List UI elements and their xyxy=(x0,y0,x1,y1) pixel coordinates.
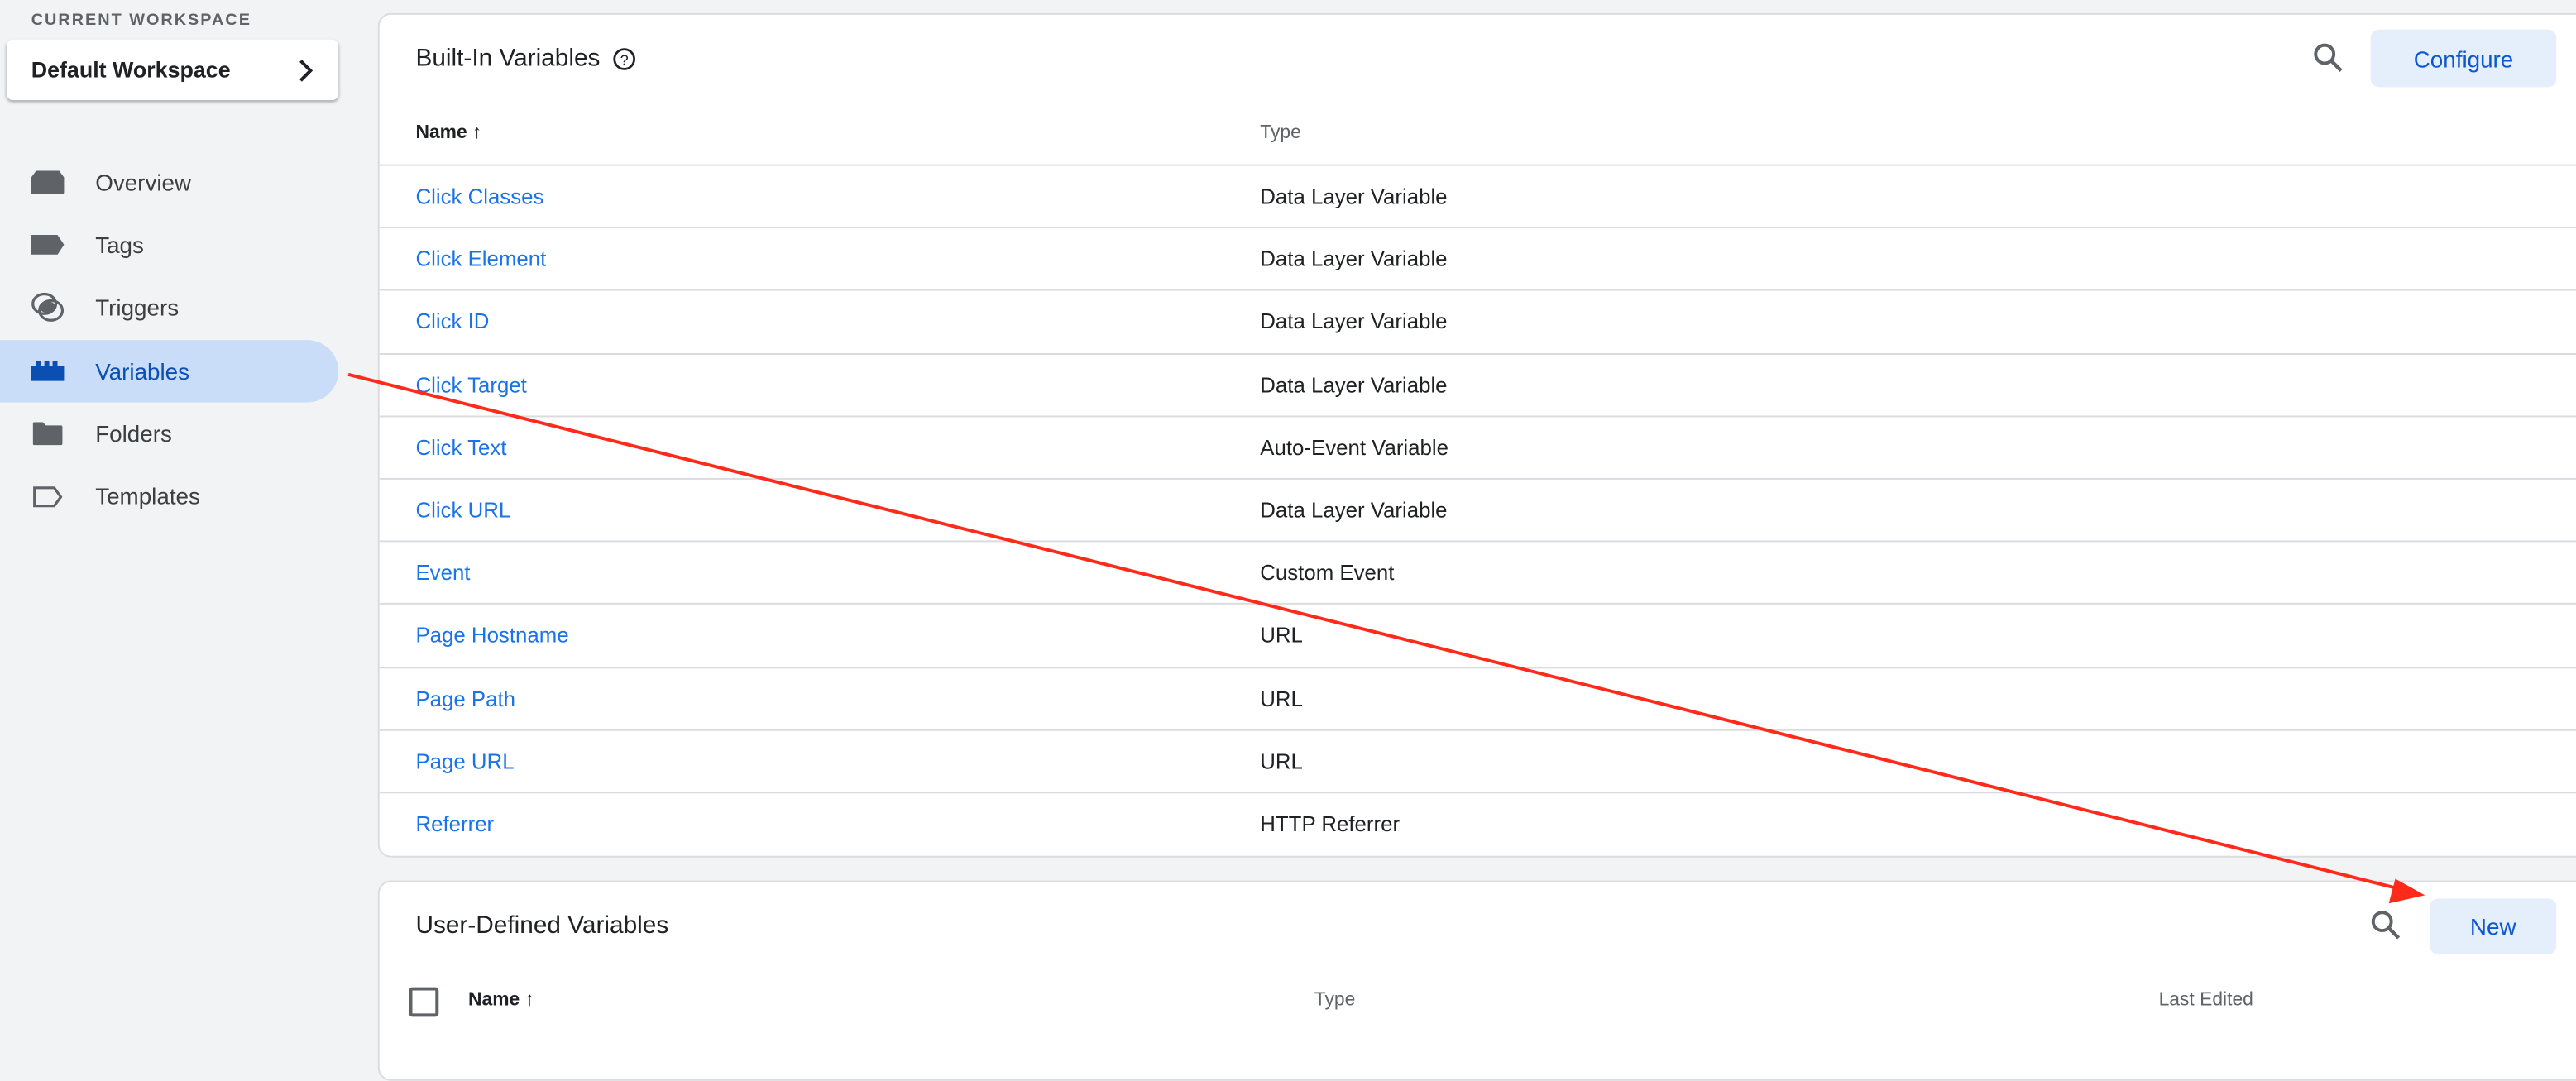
trigger-icon xyxy=(31,292,65,322)
workspace-name: Default Workspace xyxy=(31,57,231,83)
table-row[interactable]: Click Target Data Layer Variable xyxy=(379,352,2576,416)
variables-icon xyxy=(31,358,65,385)
variable-type: Data Layer Variable xyxy=(1260,246,1448,272)
variable-name-link[interactable]: Click Target xyxy=(415,372,527,397)
configure-button[interactable]: Configure xyxy=(2370,29,2557,88)
variable-name-link[interactable]: Click Element xyxy=(415,246,547,272)
tag-icon xyxy=(31,232,65,258)
variable-type: URL xyxy=(1260,749,1303,774)
sidebar-item-label: Overview xyxy=(95,169,192,196)
variable-name-link[interactable]: Click Text xyxy=(415,434,507,460)
variable-type: Data Layer Variable xyxy=(1260,372,1448,397)
variable-name-link[interactable]: Page Path xyxy=(415,686,516,711)
overview-icon xyxy=(31,170,65,196)
variable-name-link[interactable]: Click ID xyxy=(415,309,490,334)
variable-name-link[interactable]: Event xyxy=(415,560,471,586)
sidebar: CURRENT WORKSPACE Default Workspace Over… xyxy=(0,0,375,1025)
sidebar-item-tags[interactable]: Tags xyxy=(0,213,338,275)
table-row[interactable]: Click Text Auto-Event Variable xyxy=(379,415,2576,479)
variable-type: Auto-Event Variable xyxy=(1260,434,1449,460)
template-icon xyxy=(31,483,65,509)
sidebar-item-folders[interactable]: Folders xyxy=(0,403,338,465)
sidebar-item-label: Tags xyxy=(95,232,144,258)
help-icon[interactable]: ? xyxy=(613,47,636,70)
table-row[interactable]: Click ID Data Layer Variable xyxy=(379,289,2576,353)
card-title: Built-In Variables xyxy=(415,44,601,73)
table-row[interactable]: Event Custom Event xyxy=(379,540,2576,605)
variable-type: HTTP Referrer xyxy=(1260,811,1401,836)
chevron-right-icon xyxy=(299,59,314,81)
sort-ascending-icon: ↑ xyxy=(472,122,482,143)
variable-name-link[interactable]: Page Hostname xyxy=(415,623,569,648)
folder-icon xyxy=(31,420,65,447)
sidebar-item-label: Variables xyxy=(95,357,190,385)
column-header-name[interactable]: Name ↑ xyxy=(415,122,482,143)
workspace-label: CURRENT WORKSPACE xyxy=(31,11,251,30)
table-row[interactable]: Page Path URL xyxy=(379,666,2576,730)
built-in-variables-card: Built-In Variables ? Configure Name ↑ Ty… xyxy=(377,12,2576,858)
sidebar-item-variables[interactable]: Variables xyxy=(0,340,339,403)
table-row[interactable]: Click Classes Data Layer Variable xyxy=(379,164,2576,228)
variable-type: Data Layer Variable xyxy=(1260,184,1448,209)
svg-text:?: ? xyxy=(620,50,629,67)
user-defined-variables-card: User-Defined Variables New Name ↑ Type L… xyxy=(377,880,2576,1081)
table-row[interactable]: Click URL Data Layer Variable xyxy=(379,477,2576,542)
sidebar-item-label: Folders xyxy=(95,420,172,447)
variable-name-link[interactable]: Referrer xyxy=(415,811,495,836)
sidebar-item-label: Templates xyxy=(95,482,200,509)
table-row[interactable]: Referrer HTTP Referrer xyxy=(379,792,2576,855)
sidebar-item-templates[interactable]: Templates xyxy=(0,465,338,527)
variable-name-link[interactable]: Click Classes xyxy=(415,184,544,209)
variable-name-link[interactable]: Click URL xyxy=(415,497,511,523)
variable-type: URL xyxy=(1260,686,1303,711)
sidebar-item-label: Triggers xyxy=(95,294,180,321)
table-row[interactable]: Page URL URL xyxy=(379,729,2576,792)
column-header-last-edited: Last Edited xyxy=(2158,990,2253,1011)
search-icon[interactable] xyxy=(2369,908,2402,941)
variable-type: URL xyxy=(1260,623,1303,648)
sidebar-item-overview[interactable]: Overview xyxy=(0,151,338,213)
sort-ascending-icon: ↑ xyxy=(524,990,535,1011)
table-row[interactable]: Page Hostname URL xyxy=(379,603,2576,667)
variable-type: Data Layer Variable xyxy=(1260,309,1448,334)
search-icon[interactable] xyxy=(2311,41,2344,74)
variable-name-link[interactable]: Page URL xyxy=(415,749,515,774)
column-header-name[interactable]: Name ↑ xyxy=(468,990,535,1011)
column-header-type: Type xyxy=(1314,990,1356,1011)
variable-type: Data Layer Variable xyxy=(1260,497,1448,523)
table-row[interactable]: Click Element Data Layer Variable xyxy=(379,227,2576,290)
column-header-type: Type xyxy=(1260,122,1301,143)
sidebar-item-triggers[interactable]: Triggers xyxy=(0,276,338,338)
select-all-checkbox[interactable] xyxy=(409,987,439,1017)
card-title: User-Defined Variables xyxy=(415,911,669,940)
variable-type: Custom Event xyxy=(1260,560,1395,586)
new-variable-button[interactable]: New xyxy=(2430,898,2557,954)
workspace-selector[interactable]: Default Workspace xyxy=(6,39,339,101)
